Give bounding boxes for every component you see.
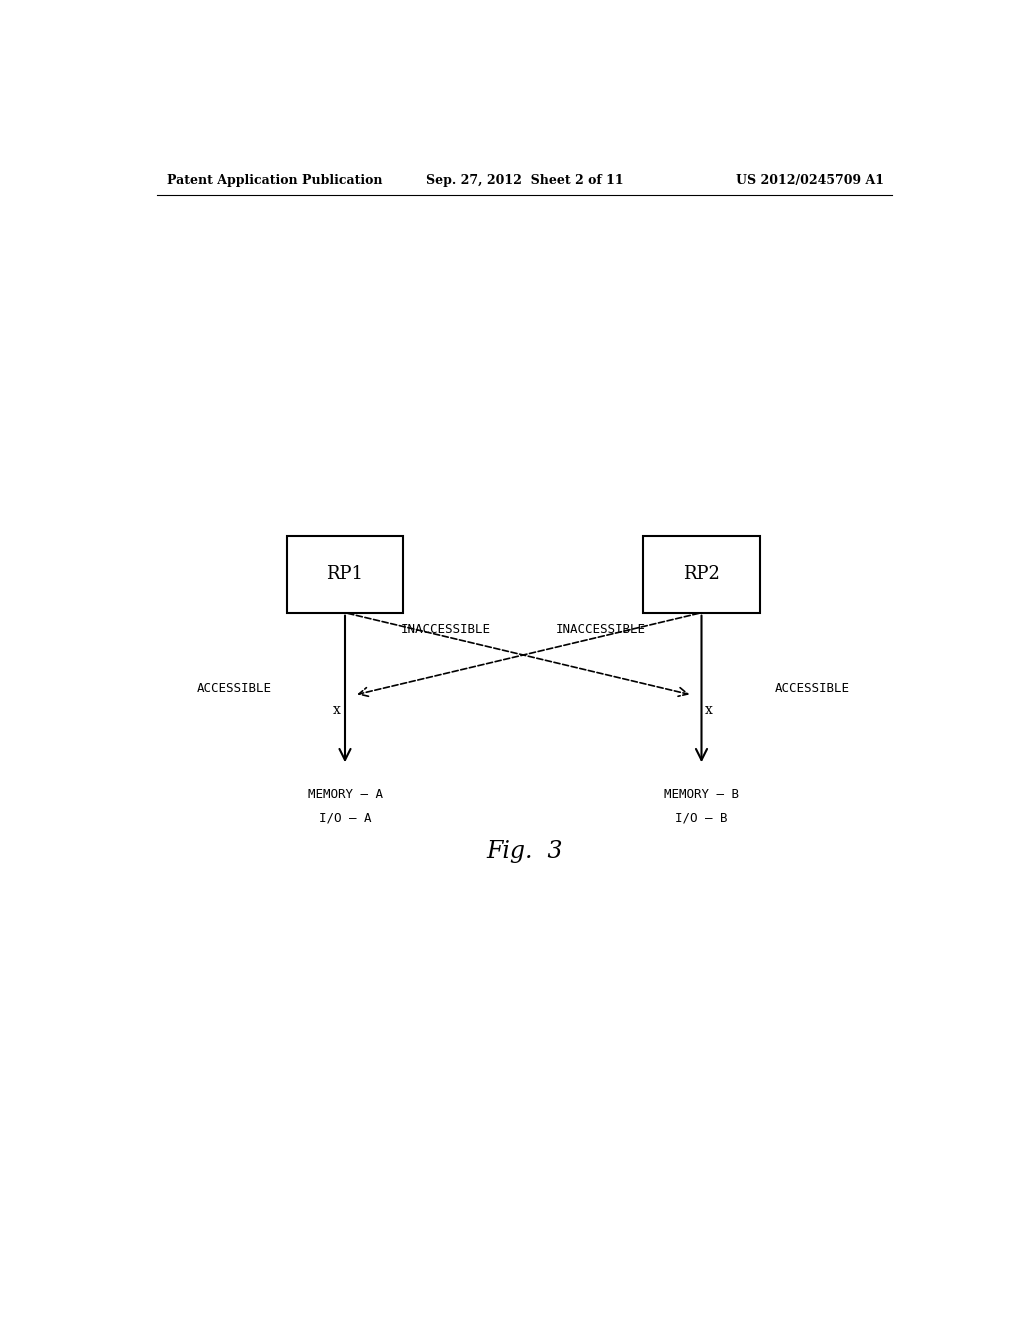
Text: US 2012/0245709 A1: US 2012/0245709 A1: [735, 174, 884, 187]
Text: RP1: RP1: [327, 565, 364, 583]
Text: ACCESSIBLE: ACCESSIBLE: [775, 682, 850, 696]
Text: MEMORY – A: MEMORY – A: [307, 788, 383, 801]
Text: Sep. 27, 2012  Sheet 2 of 11: Sep. 27, 2012 Sheet 2 of 11: [426, 174, 624, 187]
Text: I/O – B: I/O – B: [675, 812, 728, 825]
Text: ACCESSIBLE: ACCESSIBLE: [197, 682, 271, 696]
Text: MEMORY – B: MEMORY – B: [664, 788, 739, 801]
Text: INACCESSIBLE: INACCESSIBLE: [556, 623, 646, 636]
Text: I/O – A: I/O – A: [318, 812, 372, 825]
Text: INACCESSIBLE: INACCESSIBLE: [400, 623, 490, 636]
Bar: [643, 536, 760, 612]
Text: Fig.  3: Fig. 3: [486, 840, 563, 863]
Text: x: x: [334, 704, 341, 718]
Bar: [287, 536, 403, 612]
Text: Patent Application Publication: Patent Application Publication: [167, 174, 382, 187]
Text: x: x: [706, 704, 713, 718]
Text: RP2: RP2: [683, 565, 720, 583]
